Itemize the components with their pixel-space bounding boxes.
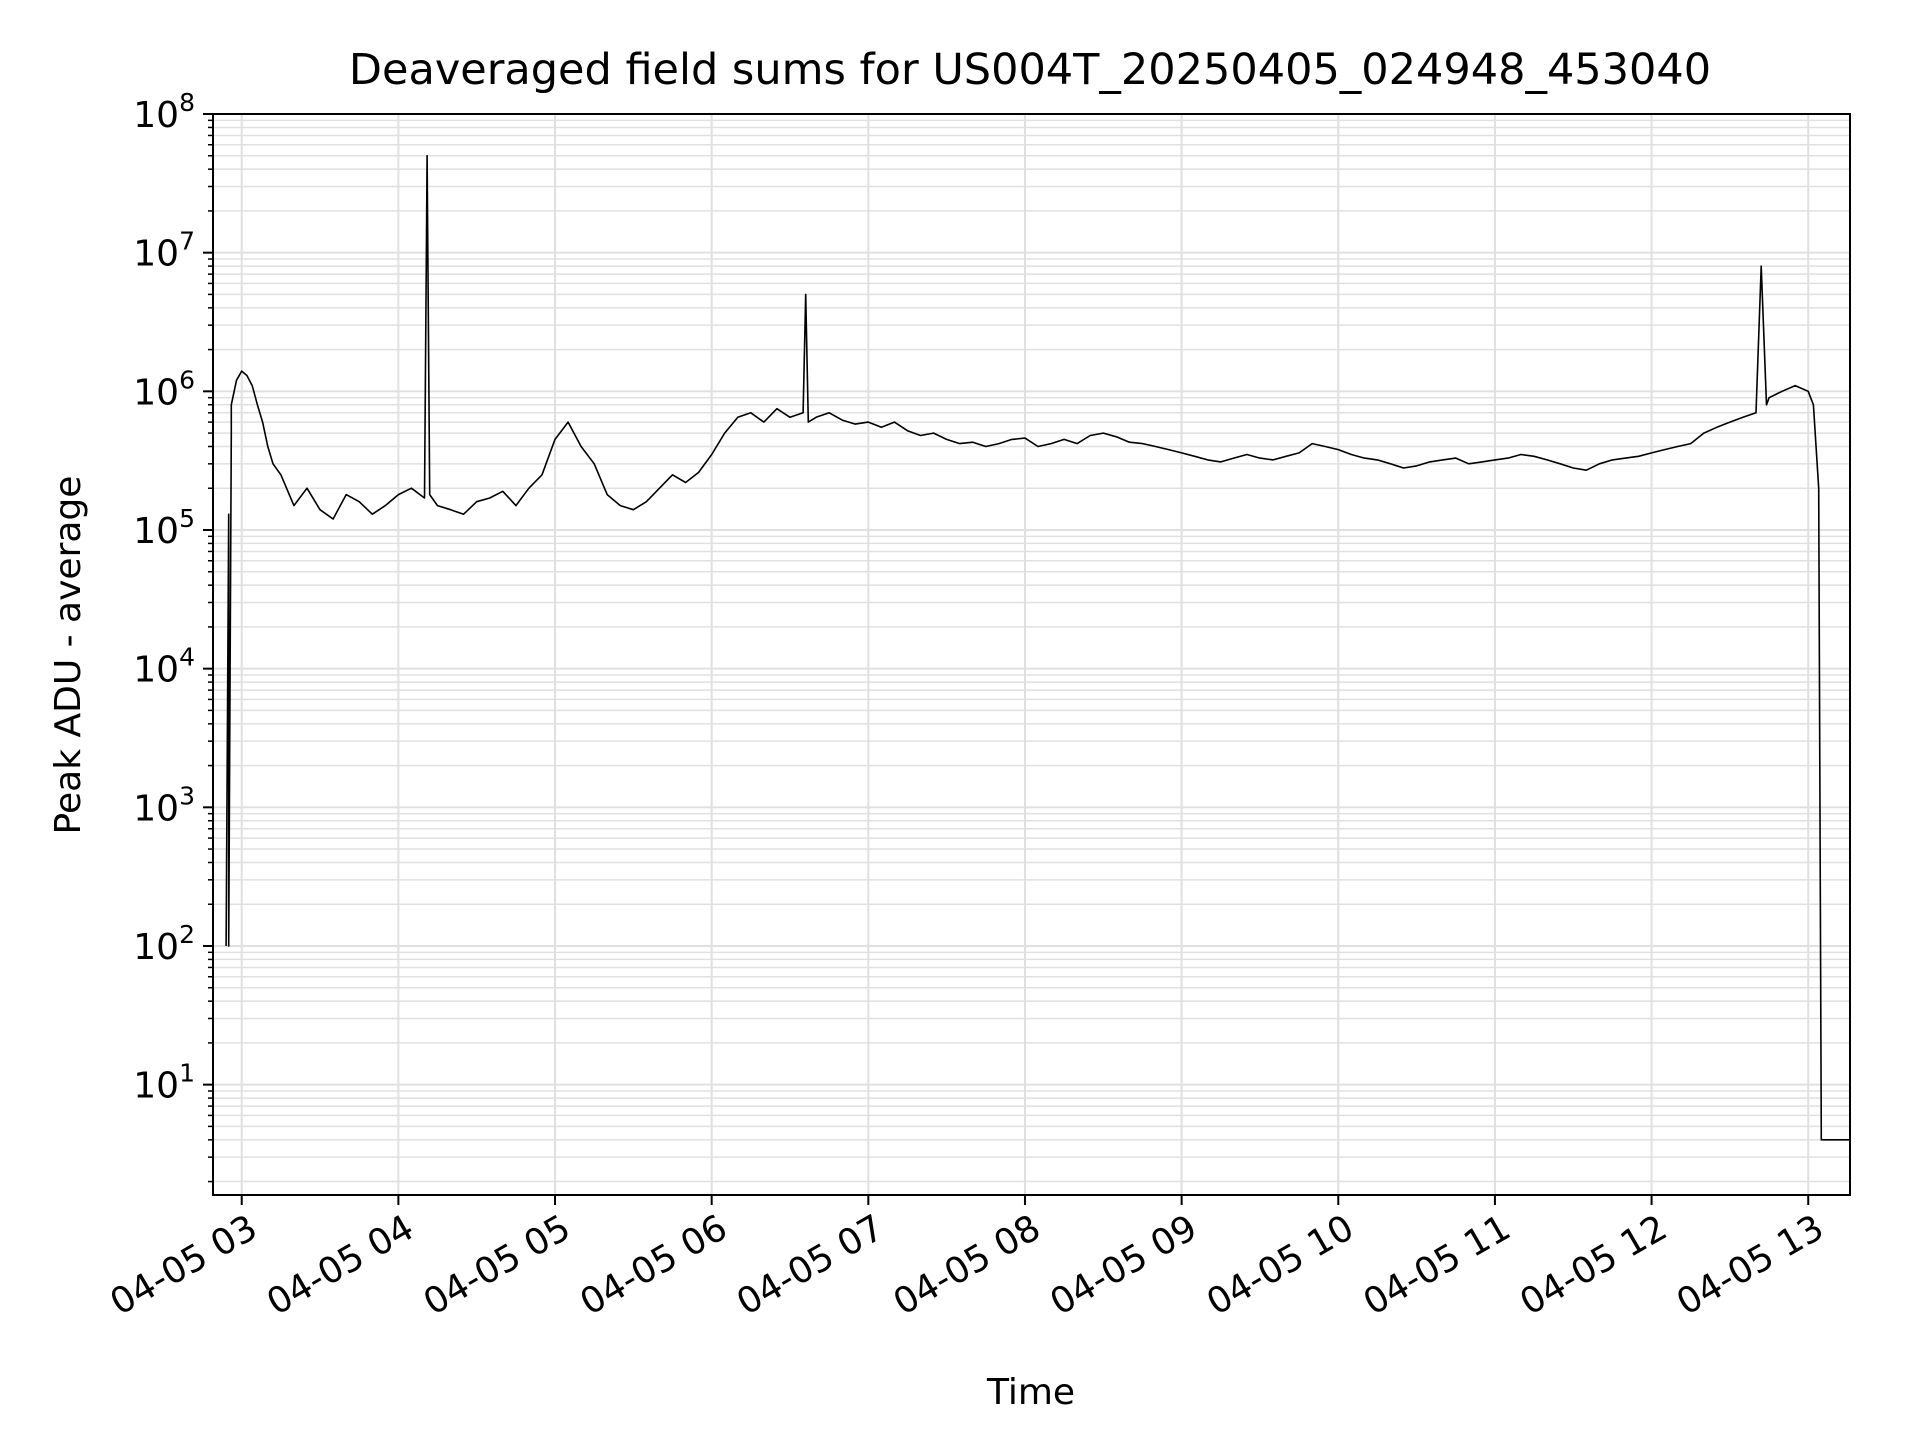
chart-title: Deaveraged field sums for US004T_2025040…: [349, 45, 1711, 95]
x-axis-label: Time: [986, 1372, 1075, 1413]
y-tick-label: 108: [133, 88, 195, 136]
y-tick-label: 103: [133, 781, 195, 829]
y-tick-label: 102: [133, 920, 195, 968]
y-tick-label: 107: [133, 227, 195, 275]
y-tick-label: 104: [133, 643, 195, 691]
series-line: [225, 154, 1850, 1141]
y-tick-label: 106: [133, 365, 195, 413]
y-axis: 101 102 103 104 105 106 107 108: [133, 88, 213, 1183]
y-axis-label: Peak ADU - average: [48, 476, 89, 835]
y-tick-label: 101: [133, 1059, 195, 1107]
plot-area: [225, 154, 1850, 1141]
y-tick-label: 105: [133, 504, 195, 552]
axes-frame: [212, 113, 1851, 1196]
